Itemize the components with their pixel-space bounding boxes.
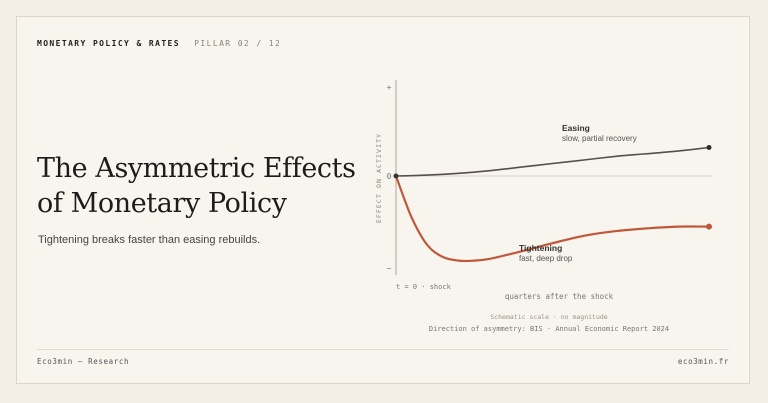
x-axis-label: quarters after the shock bbox=[505, 292, 614, 301]
series-label-easing: Easing bbox=[562, 123, 590, 133]
shock-label: t = 0 · shock bbox=[396, 283, 452, 291]
series-line-easing bbox=[395, 146, 710, 177]
series-desc-easing: slow, partial recovery bbox=[562, 134, 637, 143]
footer-divider bbox=[37, 349, 729, 350]
footer-url: eco3min.fr bbox=[677, 357, 729, 366]
subtitle: Tightening breaks faster than easing reb… bbox=[38, 234, 261, 246]
title-line-2: of Monetary Policy bbox=[37, 188, 287, 219]
y-tick-plus: + bbox=[387, 83, 392, 92]
shock-origin-point bbox=[393, 173, 399, 179]
header-kicker: MONETARY POLICY & RATES bbox=[37, 39, 180, 48]
series-desc-tightening: fast, deep drop bbox=[519, 254, 573, 263]
series-line-tightening bbox=[394, 174, 711, 263]
series-end-point-easing bbox=[706, 145, 712, 151]
header-pillar: PILLAR 02 / 12 bbox=[194, 39, 282, 48]
card: MONETARY POLICY & RATES PILLAR 02 / 12 T… bbox=[16, 16, 750, 384]
y-axis-label: EFFECT ON ACTIVITY bbox=[375, 133, 383, 223]
y-tick-minus: − bbox=[387, 264, 392, 273]
series-end-point-tightening bbox=[706, 223, 712, 230]
chart-source: Direction of asymmetry: BIS · Annual Eco… bbox=[429, 325, 669, 333]
page-title: The Asymmetric Effects of Monetary Polic… bbox=[37, 151, 367, 221]
header: MONETARY POLICY & RATES PILLAR 02 / 12 bbox=[37, 39, 281, 48]
chart-note: Schematic scale · no magnitude bbox=[490, 313, 607, 321]
footer-brand: Eco3min — Research bbox=[37, 357, 130, 366]
series-label-tightening: Tightening bbox=[519, 243, 562, 253]
title-line-1: The Asymmetric Effects bbox=[37, 153, 356, 184]
y-tick-zero: 0 bbox=[387, 172, 392, 181]
